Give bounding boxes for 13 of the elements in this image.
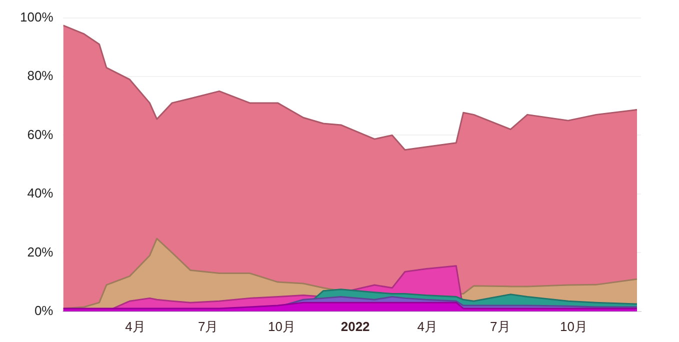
x-tick-label: 4月 <box>125 318 146 334</box>
x-tick-label: 10月 <box>560 318 588 334</box>
y-tick-label: 60% <box>27 126 54 142</box>
y-tick-label: 20% <box>27 244 54 260</box>
x-tick-label: 10月 <box>268 318 296 334</box>
x-tick-label: 2022 <box>340 318 370 334</box>
y-tick-label: 40% <box>27 186 54 201</box>
y-tick-label: 0% <box>34 302 54 318</box>
y-tick-label: 100% <box>20 9 54 24</box>
x-tick-label: 4月 <box>417 318 438 334</box>
y-tick-label: 80% <box>27 68 54 84</box>
x-tick-label: 7月 <box>198 318 218 334</box>
x-tick-label: 7月 <box>490 318 510 334</box>
